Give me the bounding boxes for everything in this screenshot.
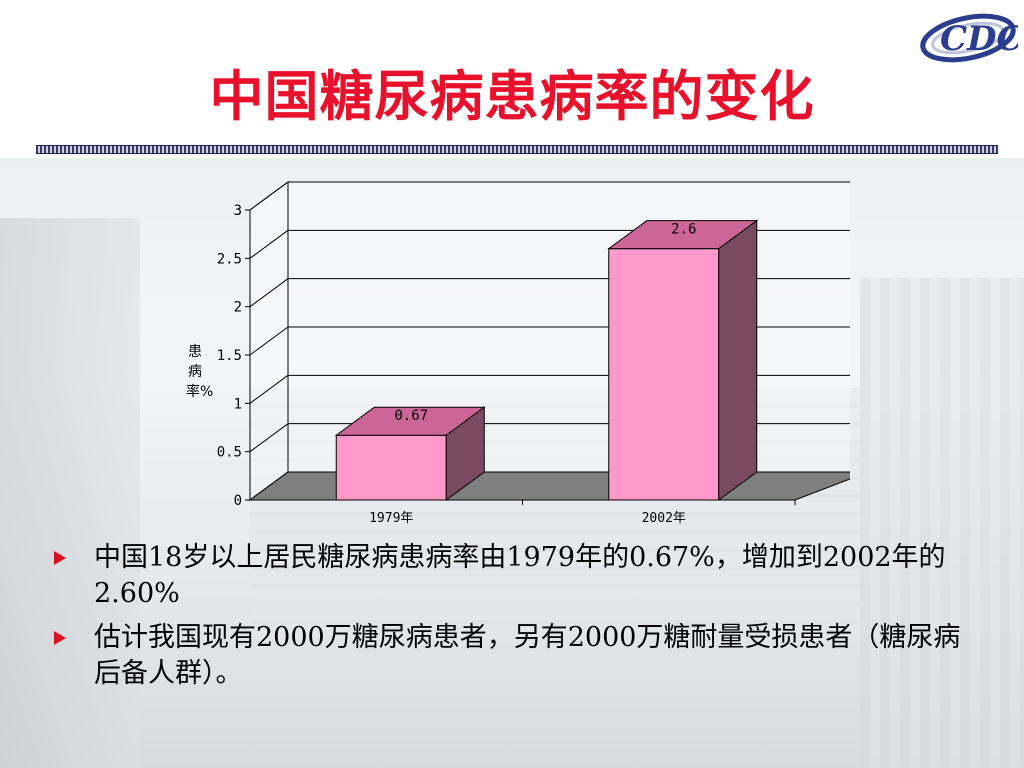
y-tick-label: 1.5: [217, 348, 242, 364]
bullet-item-2: 估计我国现有2000万糖尿病患者，另有2000万糖耐量受损患者（糖尿病后备人群）…: [54, 620, 984, 692]
x-tick-label: 1979年: [369, 511, 413, 526]
y-tick-label: 3: [234, 203, 242, 219]
y-tick-label: 1: [234, 396, 242, 412]
gridline-side: [249, 326, 289, 356]
bullet-text-1: 中国18岁以上居民糖尿病患病率由1979年的0.67%，增加到2002年的2.6…: [94, 542, 946, 609]
background-veil: [0, 158, 1024, 768]
bar-value-label: 2.6: [671, 222, 696, 238]
bullet-arrow-icon: [54, 551, 66, 565]
bullet-text-2: 估计我国现有2000万糖尿病患者，另有2000万糖耐量受损患者（糖尿病后备人群）…: [94, 622, 961, 689]
slide-title: 中国糖尿病患病率的变化: [209, 65, 815, 128]
y-tick-label: 2: [234, 300, 242, 316]
bar-front: [335, 434, 447, 501]
gridline-side: [249, 181, 289, 211]
bar-chart: 0 0.5 1 1.5 2 2.5 3 0.67 1979年 2.6 2002年: [217, 181, 850, 526]
y-axis-label: 患病率%: [186, 344, 214, 400]
gridline-side: [249, 423, 289, 453]
background-building-right: [860, 278, 1024, 768]
bullet-item-1: 中国18岁以上居民糖尿病患病率由1979年的0.67%，增加到2002年的2.6…: [54, 540, 984, 612]
bullet-list: 中国18岁以上居民糖尿病患病率由1979年的0.67%，增加到2002年的2.6…: [54, 540, 984, 700]
gridline-side: [249, 229, 289, 259]
title-divider: [36, 145, 998, 154]
y-tick-label: 0: [234, 493, 242, 509]
y-tick-label: 2.5: [217, 251, 242, 267]
x-tick-label: 2002年: [642, 511, 686, 526]
cdc-logo-icon: CDC: [920, 13, 1018, 63]
gridline-side: [249, 374, 289, 404]
background-photo: [0, 158, 1024, 768]
y-tick-label: 0.5: [217, 445, 242, 461]
bar-value-label: 0.67: [394, 408, 428, 424]
gridline-side: [249, 278, 289, 308]
bar-side: [445, 406, 485, 501]
background-building-left: [0, 218, 140, 768]
bullet-arrow-icon: [54, 631, 66, 645]
bar-front: [608, 248, 720, 501]
svg-text:CDC: CDC: [940, 19, 1018, 59]
bar-side: [718, 219, 758, 501]
